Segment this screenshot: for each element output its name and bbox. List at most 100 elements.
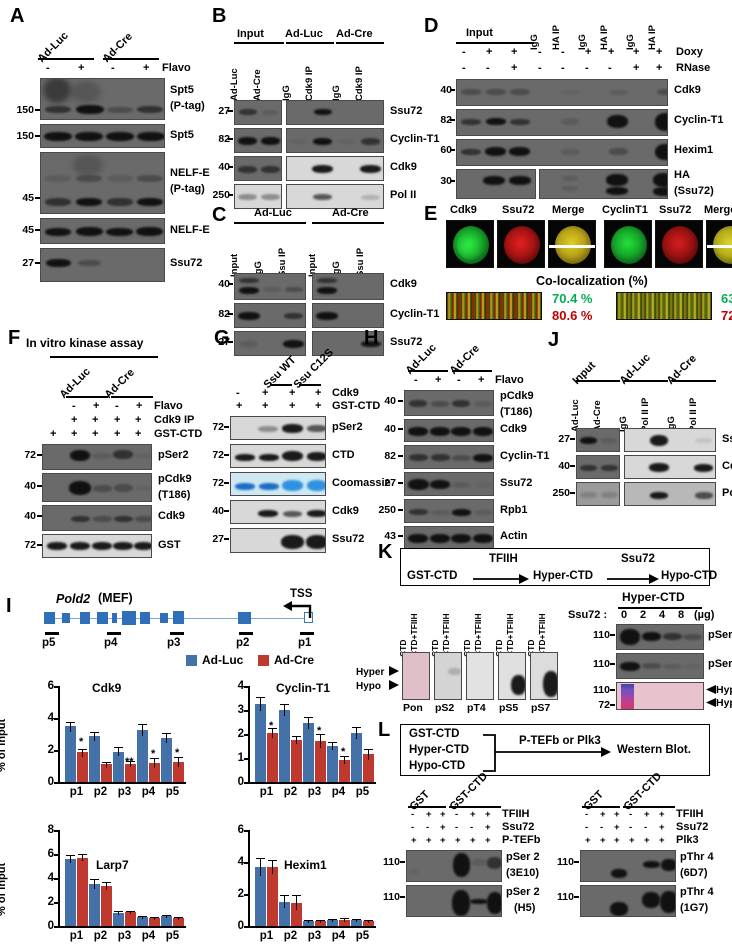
- hyper-arrow-icon: [389, 666, 399, 676]
- panel-h-sublabel-0: (T186): [500, 406, 533, 418]
- primer-tick-p3: [170, 632, 184, 635]
- primer-tick-p1: [300, 632, 314, 635]
- panel-e-img-label-3: CyclinT1: [602, 204, 648, 216]
- panel-b-letter: B: [212, 5, 227, 27]
- panel-a-blot-spt5-ptag: [40, 78, 165, 120]
- l-left-ssu72-0: -: [411, 822, 415, 833]
- bar-ad-luc: [255, 704, 266, 782]
- panel-i-letter: I: [6, 595, 12, 617]
- panel-h-letter: H: [364, 327, 379, 349]
- panel-f-label-0: pSer2: [158, 449, 189, 461]
- panel-f-blot-cdk9: [42, 505, 152, 531]
- bar-ad-cre: [77, 752, 88, 782]
- panel-b-header-1: Ad-Luc: [285, 28, 323, 40]
- panel-h-blot-actin: [404, 526, 494, 549]
- panel-j-letter: J: [548, 329, 560, 351]
- panel-h-label-3: Ssu72: [500, 477, 533, 489]
- panel-d-blot-ha-ip: [539, 169, 668, 199]
- panel-c-label-1: Cyclin-T1: [390, 308, 440, 320]
- l-left-ptefb-4: +: [470, 835, 476, 846]
- panel-a-label-1: Spt5: [170, 129, 194, 141]
- panel-g-gst-2: +: [289, 400, 296, 412]
- scheme-k-arrow-2-icon: [607, 574, 659, 584]
- panel-c-mw-1: 82: [218, 308, 230, 320]
- hyper-arrow-right-icon: [706, 685, 716, 694]
- l-left-ptefb-0: +: [411, 835, 417, 846]
- chart-larp7-ytick-4: 8: [47, 824, 54, 836]
- scheme-k-mid: Hyper-CTD: [533, 570, 594, 582]
- l-left-ssu72-3: -: [455, 822, 459, 833]
- panel-a-label-0: Spt5: [170, 84, 194, 96]
- panel-j-blot-polii-ip: [624, 482, 716, 506]
- gene-exon: [112, 613, 117, 623]
- panel-k-dose-unit: (µg): [694, 609, 715, 621]
- bar-ad-cre: [101, 764, 112, 782]
- panel-d-blot-hexim1: [456, 139, 668, 166]
- chart-cyclin-t1-ytick-4: 4: [237, 680, 244, 692]
- chart-hexim1-xtick-0: p1: [259, 930, 274, 942]
- panel-a-rule-0: [38, 58, 94, 60]
- bar-ad-luc: [255, 866, 266, 926]
- panel-f-flavo-1: -: [72, 400, 76, 412]
- panel-f-blot-pcdk9: [42, 473, 152, 502]
- tss-arrow-icon: [283, 601, 312, 618]
- gene-exon: [160, 613, 168, 623]
- panel-j-mw-0: 27: [558, 433, 570, 445]
- panel-f-label-2: Cdk9: [158, 510, 185, 522]
- panel-l-left-sublabel-1: (H5): [514, 902, 536, 914]
- panel-f-mw-2: 40: [24, 510, 36, 522]
- panel-l-left-mw-0: 110: [383, 856, 400, 868]
- panel-l-blot-pthr4-6d7: [580, 850, 676, 882]
- chart-cdk9-xtick-3: p4: [141, 786, 156, 798]
- chart-larp7-title: Larp7: [96, 858, 129, 872]
- lane-ctdtfiih-3: CTD+TFIIH: [505, 613, 515, 657]
- if-cell-merge-1: [548, 220, 596, 268]
- l-left-tfiih-0: -: [411, 809, 415, 820]
- panel-g-label-1: CTD: [332, 449, 355, 461]
- panel-f-row-label-0: Flavo: [154, 400, 183, 412]
- l-left-tfiih-5: +: [485, 809, 491, 820]
- panel-l-left-sublabel-0: (3E10): [506, 867, 540, 879]
- chart-hexim1-title: Hexim1: [284, 858, 327, 872]
- chart-larp7-ytick-1: 2: [47, 896, 54, 908]
- bar-ad-luc: [327, 746, 338, 782]
- panel-d-label-0: Cdk9: [674, 84, 701, 96]
- panel-d-rnase-8: +: [656, 62, 663, 74]
- chart-cyclin-t1-xtick-3: p4: [331, 786, 346, 798]
- l-left-ptefb-3: +: [455, 835, 461, 846]
- panel-d-blot-cdk9: [456, 79, 668, 106]
- panel-k-mw-coom-1: 72: [598, 699, 610, 711]
- panel-g-cdk9-2: +: [289, 387, 296, 399]
- bar-ad-luc: [137, 917, 148, 926]
- panel-f-flavo-4: +: [136, 400, 143, 412]
- panel-f-label-3: GST: [158, 539, 181, 551]
- panel-k-mw-0: 110: [593, 629, 610, 641]
- panel-d-label-1: Cyclin-T1: [674, 114, 724, 126]
- panel-g-row-label-0: Cdk9: [332, 387, 359, 399]
- panel-d-header-0: Input: [466, 27, 493, 39]
- panel-j-mw-2: 250: [552, 487, 570, 499]
- bar-ad-cre: [291, 902, 302, 926]
- panel-k-bottom-4: pS7: [531, 702, 551, 714]
- chart-larp7-xtick-1: p2: [93, 930, 108, 942]
- bar-ad-cre: [267, 866, 278, 926]
- panel-d-rnase-6: -: [608, 62, 612, 74]
- panel-f-cdk9ip-1: +: [71, 414, 78, 426]
- bar-ad-luc: [65, 858, 76, 926]
- panel-k-right-side-hyper: Hyper: [716, 684, 732, 696]
- bar-ad-cre: [291, 740, 302, 782]
- panel-a-blot-spt5: [40, 124, 165, 148]
- panel-l-blot-pthr4-1g7: [580, 885, 676, 917]
- panel-b-lane-1: Ad-Cre: [252, 69, 263, 101]
- l-left-tfiih-1: +: [426, 809, 432, 820]
- gene-exon: [173, 611, 184, 624]
- panel-g-gst-0: +: [236, 400, 243, 412]
- l-right-ssu72-0: -: [585, 822, 589, 833]
- chart-hexim1-xtick-4: p5: [355, 930, 370, 942]
- bar-ad-cre: [267, 732, 278, 782]
- panel-k-gel-ps7: [530, 652, 558, 700]
- hypo-arrow-icon: [389, 680, 399, 690]
- panel-l-blot-pser2-h5: [406, 885, 502, 917]
- chart-cyclin-t1-xtick-2: p3: [307, 786, 322, 798]
- panel-h-flavo-0: -: [414, 374, 418, 386]
